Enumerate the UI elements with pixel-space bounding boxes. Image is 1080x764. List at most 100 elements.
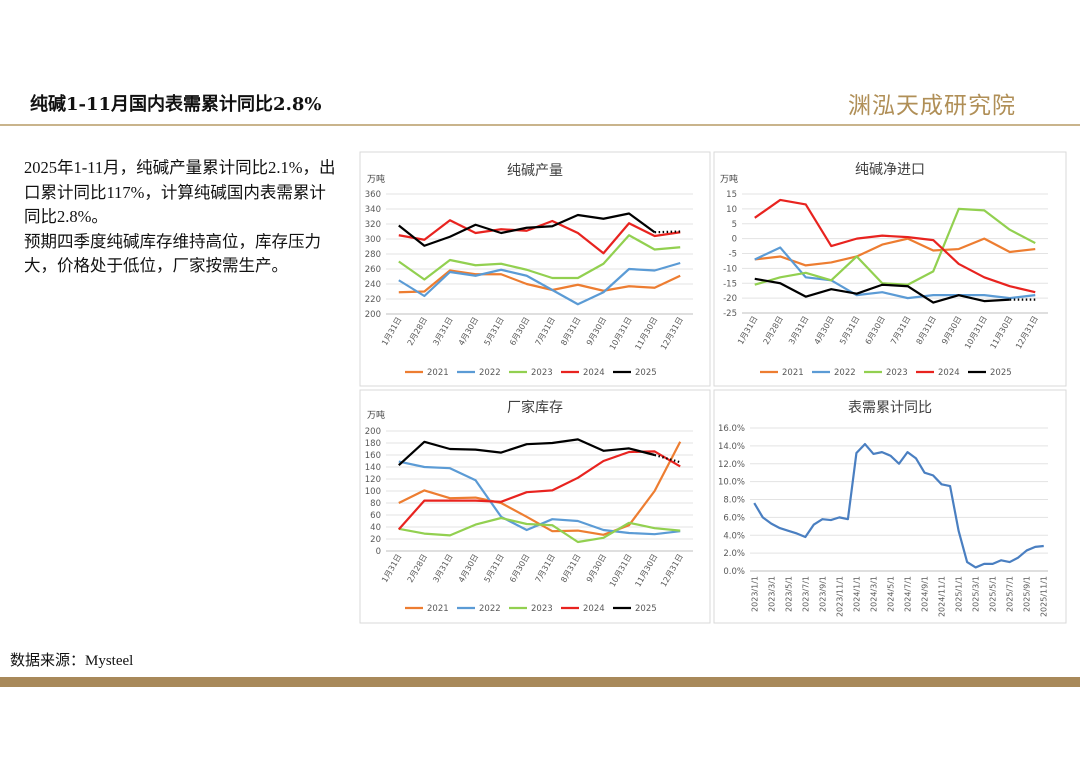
y-tick-label: 180 bbox=[365, 439, 381, 449]
y-tick-label: 5 bbox=[732, 220, 737, 230]
legend-label: 2022 bbox=[479, 368, 501, 378]
legend-label: 2025 bbox=[990, 368, 1012, 378]
y-tick-label: 0.0% bbox=[723, 567, 745, 577]
legend-label: 2021 bbox=[427, 368, 449, 378]
y-tick-label: 300 bbox=[365, 235, 381, 245]
series-line bbox=[398, 261, 681, 306]
y-tick-label: -25 bbox=[723, 309, 737, 319]
x-tick-label: 2024/5/1 bbox=[886, 576, 895, 612]
chart-frame bbox=[713, 389, 1067, 624]
chart-frame bbox=[713, 151, 1067, 387]
y-tick-label: 40 bbox=[370, 523, 381, 533]
y-tick-label: 100 bbox=[365, 487, 381, 497]
y-tick-label: 160 bbox=[365, 451, 381, 461]
series-line-forecast bbox=[654, 453, 681, 464]
summary: 2025年1-11月，纯碱产量累计同比2.1%，出口累计同比117%，计算纯碱国… bbox=[24, 156, 336, 279]
x-tick-label: 2023/5/1 bbox=[784, 576, 793, 612]
y-tick-label: 10.0% bbox=[718, 478, 745, 488]
y-tick-label: 15 bbox=[726, 190, 737, 200]
legend-label: 2023 bbox=[531, 604, 553, 614]
x-tick-label: 2025/9/1 bbox=[1023, 576, 1032, 612]
series-line bbox=[397, 450, 681, 531]
y-tick-label: 340 bbox=[365, 205, 381, 215]
legend-label: 2021 bbox=[427, 604, 449, 614]
series-line bbox=[398, 269, 681, 294]
x-tick-label: 2024/9/1 bbox=[921, 576, 930, 612]
y-tick-label: 240 bbox=[365, 280, 381, 290]
y-tick-label: 14.0% bbox=[718, 442, 745, 452]
chart-frame bbox=[359, 389, 711, 624]
y-tick-label: 360 bbox=[365, 190, 381, 200]
paragraph: 2025年1-11月，纯碱产量累计同比2.1%，出口累计同比117%，计算纯碱国… bbox=[24, 158, 336, 226]
chart-title: 纯碱产量 bbox=[507, 163, 563, 179]
y-tick-label: 200 bbox=[365, 427, 381, 437]
y-tick-label: -10 bbox=[723, 264, 737, 274]
chart-title: 纯碱净进口 bbox=[855, 162, 925, 178]
y-tick-label: 260 bbox=[365, 265, 381, 275]
y-tick-label: 120 bbox=[365, 475, 381, 485]
series-line bbox=[398, 438, 655, 467]
y-tick-label: 12.0% bbox=[718, 460, 745, 470]
y-tick-label: 4.0% bbox=[723, 531, 745, 541]
y-tick-label: 10 bbox=[726, 205, 737, 215]
y-tick-label: 0 bbox=[732, 235, 737, 245]
x-tick-label: 2024/7/1 bbox=[904, 576, 913, 612]
series-line bbox=[754, 207, 1036, 286]
y-axis-label: 万吨 bbox=[367, 409, 385, 421]
paragraph: 预期四季度纯碱库存维持高位，库存压力大，价格处于低位，厂家按需生产。 bbox=[24, 231, 321, 276]
legend-label: 2024 bbox=[938, 368, 960, 378]
series-line bbox=[754, 277, 1010, 304]
footer-bar bbox=[0, 677, 1080, 687]
series-line bbox=[398, 234, 681, 281]
y-tick-label: 80 bbox=[370, 499, 381, 509]
x-tick-label: 2025/3/1 bbox=[972, 576, 981, 612]
logo: 渊泓天成研究院 bbox=[848, 93, 1016, 119]
y-tick-label: 200 bbox=[365, 310, 381, 320]
y-tick-label: -15 bbox=[723, 279, 737, 289]
legend-label: 2025 bbox=[635, 368, 657, 378]
chart-title: 厂家库存 bbox=[507, 399, 563, 416]
series-line bbox=[754, 237, 1036, 267]
x-tick-label: 2023/3/1 bbox=[767, 576, 776, 612]
legend-label: 2025 bbox=[635, 604, 657, 614]
x-tick-label: 2023/1/1 bbox=[750, 576, 759, 612]
y-tick-label: 2.0% bbox=[723, 549, 745, 559]
legend-label: 2024 bbox=[583, 368, 605, 378]
y-tick-label: -20 bbox=[723, 294, 737, 304]
x-tick-label: 2025/1/1 bbox=[955, 576, 964, 612]
x-tick-label: 2023/11/1 bbox=[835, 576, 844, 617]
series-line bbox=[398, 212, 656, 247]
header-rule bbox=[0, 124, 1080, 126]
legend-label: 2023 bbox=[886, 368, 908, 378]
y-tick-label: 16.0% bbox=[718, 424, 745, 434]
y-tick-label: 220 bbox=[365, 295, 381, 305]
legend-label: 2022 bbox=[834, 368, 856, 378]
source-note: 数据来源：Mysteel bbox=[10, 653, 134, 669]
y-tick-label: 140 bbox=[365, 463, 381, 473]
y-tick-label: 6.0% bbox=[723, 513, 745, 523]
slide-title: 纯碱1-11月国内表需累计同比2.8% bbox=[30, 94, 322, 115]
y-tick-label: 0 bbox=[376, 547, 381, 557]
chart-title: 表需累计同比 bbox=[848, 400, 932, 416]
series-line bbox=[398, 516, 681, 544]
x-tick-label: 2025/11/1 bbox=[1040, 576, 1049, 617]
x-tick-label: 2024/3/1 bbox=[869, 576, 878, 612]
x-tick-label: 2024/11/1 bbox=[938, 576, 947, 617]
x-tick-label: 2025/7/1 bbox=[1006, 576, 1015, 612]
legend-label: 2022 bbox=[479, 604, 501, 614]
series-line bbox=[753, 442, 1044, 569]
series-line-forecast bbox=[654, 230, 681, 234]
y-tick-label: 280 bbox=[365, 250, 381, 260]
y-tick-label: 8.0% bbox=[723, 496, 745, 506]
y-tick-label: 20 bbox=[370, 535, 381, 545]
series-line bbox=[754, 198, 1036, 294]
series-line bbox=[754, 246, 1036, 300]
x-tick-label: 2024/1/1 bbox=[852, 576, 861, 612]
legend-label: 2024 bbox=[583, 604, 605, 614]
y-tick-label: 320 bbox=[365, 220, 381, 230]
x-tick-label: 2023/7/1 bbox=[801, 576, 810, 612]
y-tick-label: 60 bbox=[370, 511, 381, 521]
x-tick-label: 2025/5/1 bbox=[989, 576, 998, 612]
